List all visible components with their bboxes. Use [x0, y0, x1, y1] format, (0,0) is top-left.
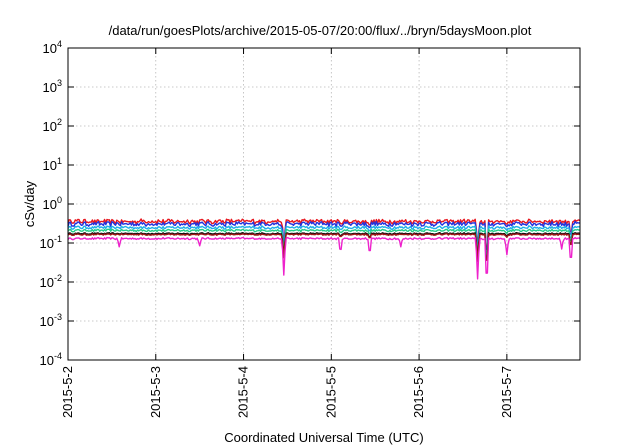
y-tick-label: 10-3	[40, 312, 62, 329]
series-layer	[67, 218, 581, 280]
y-tick-label: 10-1	[40, 234, 62, 251]
y-tick-label: 103	[43, 78, 62, 95]
x-axis-label: Coordinated Universal Time (UTC)	[224, 430, 423, 445]
series-line	[67, 236, 581, 280]
y-tick-label: 104	[43, 39, 62, 56]
grid	[68, 48, 580, 360]
y-axis-label: cSv/day	[22, 180, 37, 227]
x-ticks: 2015-5-2 2015-5-3 2015-5-4 2015-5-5 2015-5-6…	[60, 48, 514, 418]
x-tick-label: 2015-5-6	[411, 366, 426, 418]
x-tick-label: 2015-5-2	[60, 366, 75, 418]
chart-title: /data/run/goesPlots/archive/2015-05-07/2…	[109, 23, 532, 38]
y-tick-label: 100	[43, 195, 62, 212]
x-tick-label: 2015-5-5	[323, 366, 338, 418]
y-tick-label: 102	[43, 117, 62, 134]
x-tick-label: 2015-5-4	[236, 366, 251, 418]
series-line	[67, 232, 581, 263]
x-tick-label: 2015-5-7	[499, 366, 514, 418]
series-line	[67, 228, 580, 259]
y-ticks: 10-4 10-3 10-2 10-1 100 101 102 103 104	[40, 39, 580, 368]
series-line	[67, 225, 581, 256]
y-tick-label: 10-2	[40, 273, 62, 290]
series-line	[67, 231, 581, 262]
series-line	[67, 220, 581, 252]
y-tick-label: 10-4	[40, 351, 62, 368]
x-tick-label: 2015-5-3	[148, 366, 163, 418]
y-tick-label: 101	[43, 156, 62, 173]
series-line	[67, 218, 581, 250]
